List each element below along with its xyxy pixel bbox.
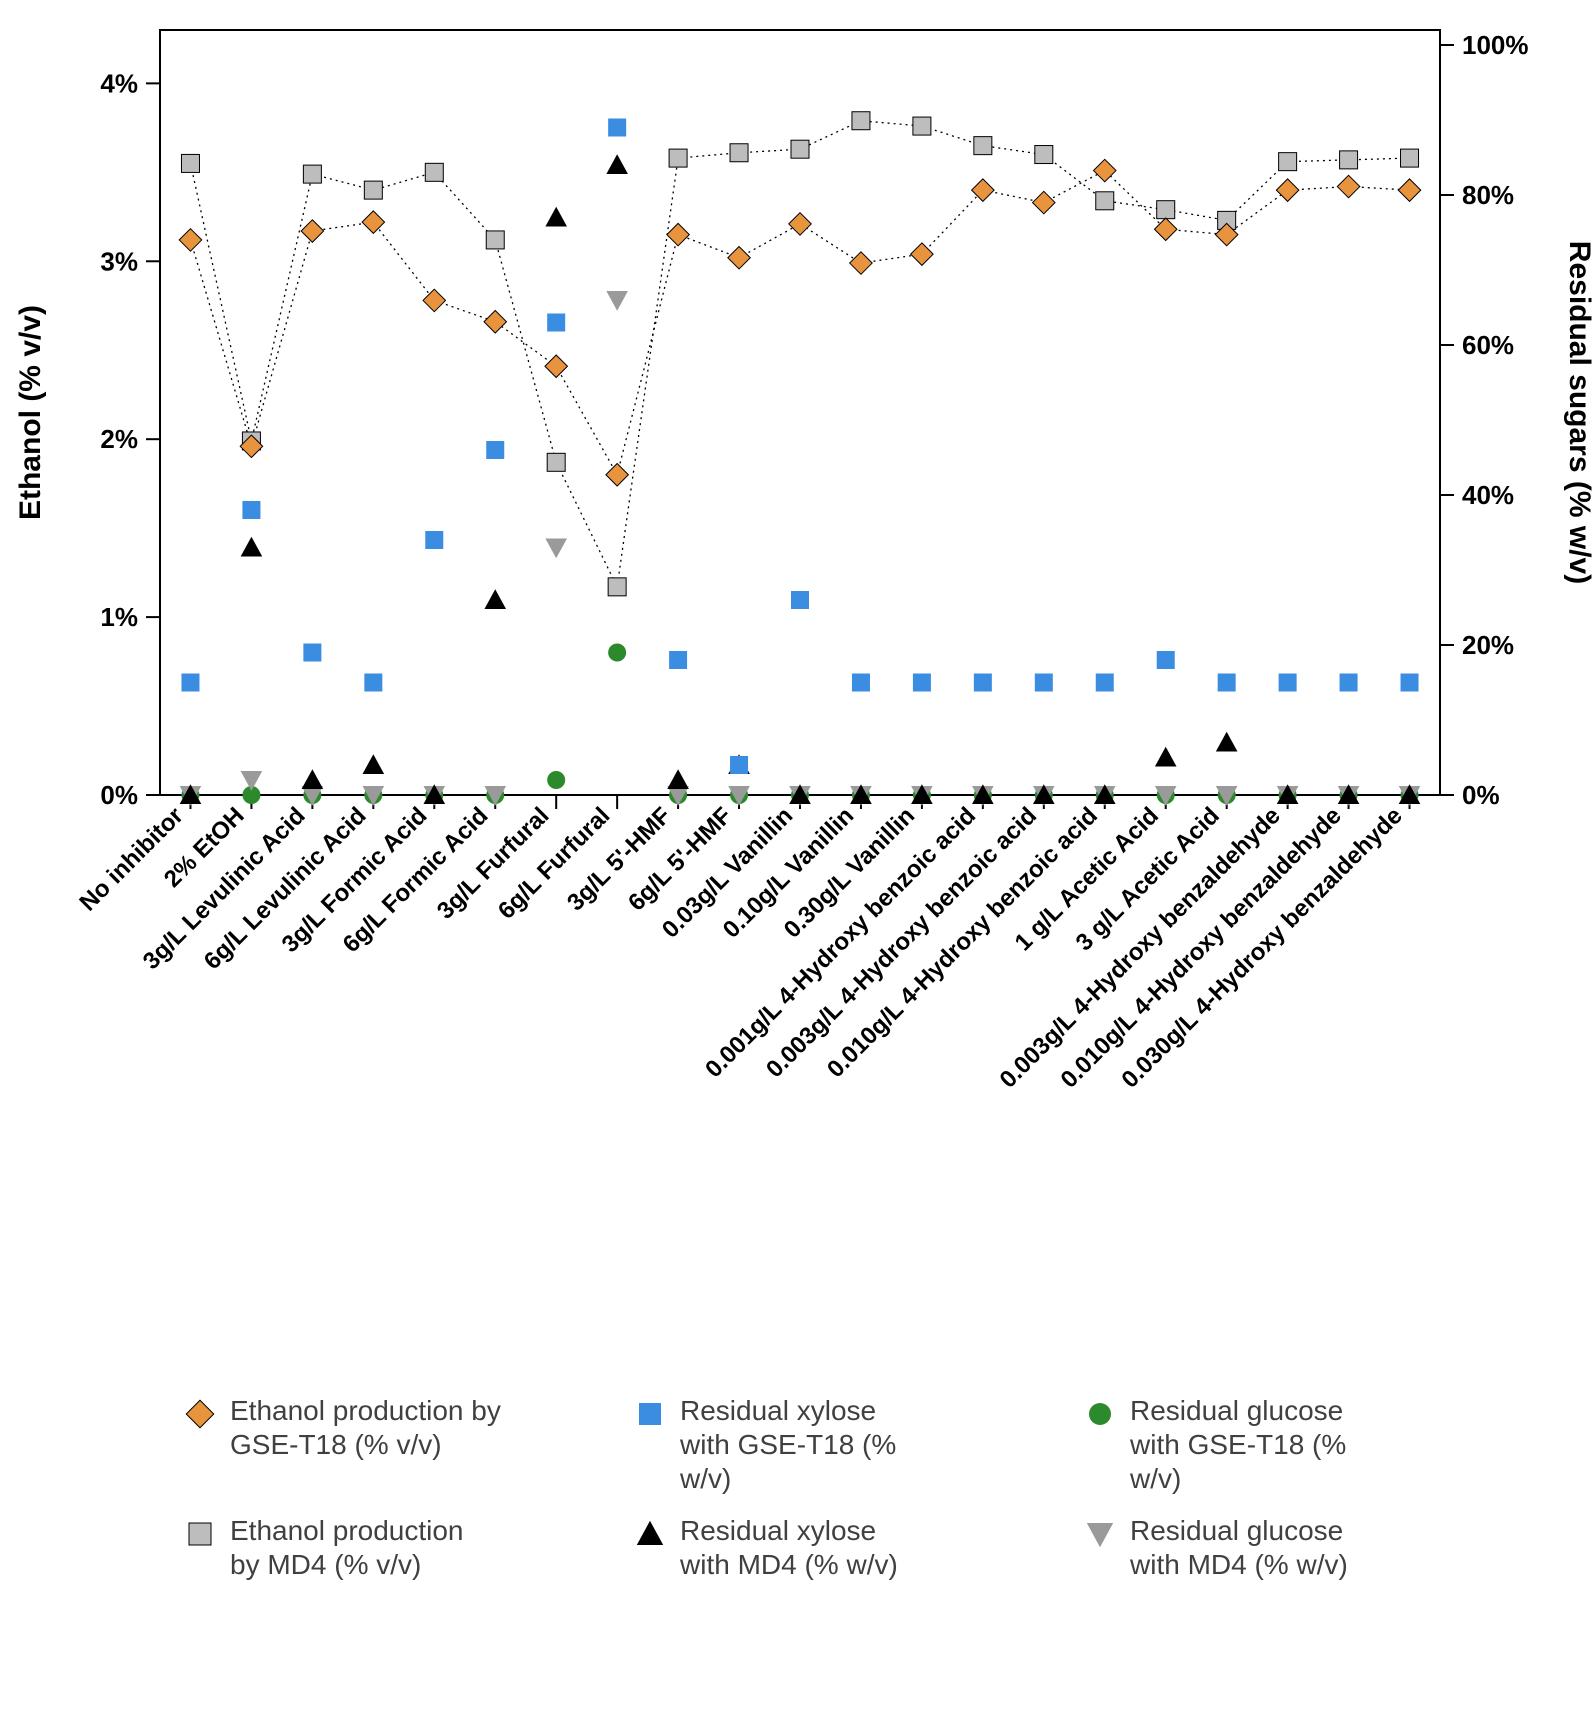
svg-text:by MD4 (% v/v): by MD4 (% v/v) [230, 1549, 421, 1580]
svg-text:Ethanol (% v/v): Ethanol (% v/v) [14, 305, 47, 520]
svg-text:Residual glucose: Residual glucose [1130, 1515, 1343, 1546]
svg-text:40%: 40% [1462, 480, 1514, 510]
svg-text:60%: 60% [1462, 330, 1514, 360]
svg-text:2%: 2% [100, 424, 138, 454]
svg-text:with MD4 (% w/v): with MD4 (% w/v) [679, 1549, 898, 1580]
svg-text:with GSE-T18 (%: with GSE-T18 (% [679, 1429, 896, 1460]
svg-text:Residual sugars (% w/v): Residual sugars (% w/v) [1563, 241, 1594, 584]
svg-text:with GSE-T18 (%: with GSE-T18 (% [1129, 1429, 1346, 1460]
svg-text:1%: 1% [100, 602, 138, 632]
svg-text:0%: 0% [1462, 780, 1500, 810]
svg-text:with MD4 (% w/v): with MD4 (% w/v) [1129, 1549, 1348, 1580]
svg-text:Residual glucose: Residual glucose [1130, 1395, 1343, 1426]
svg-text:Residual xylose: Residual xylose [680, 1395, 876, 1426]
svg-text:100%: 100% [1462, 30, 1529, 60]
svg-text:80%: 80% [1462, 180, 1514, 210]
svg-text:Residual xylose: Residual xylose [680, 1515, 876, 1546]
svg-text:GSE-T18 (% v/v): GSE-T18 (% v/v) [230, 1429, 442, 1460]
svg-text:w/v): w/v) [679, 1463, 731, 1494]
svg-text:0%: 0% [100, 780, 138, 810]
svg-text:20%: 20% [1462, 630, 1514, 660]
ethanol-residual-chart: 0%1%2%3%4%0%20%40%60%80%100%No inhibitor… [0, 0, 1594, 1726]
svg-text:3%: 3% [100, 246, 138, 276]
svg-text:4%: 4% [100, 68, 138, 98]
svg-text:Ethanol production by: Ethanol production by [230, 1395, 501, 1426]
svg-text:w/v): w/v) [1129, 1463, 1181, 1494]
svg-text:Ethanol production: Ethanol production [230, 1515, 464, 1546]
chart-container: 0%1%2%3%4%0%20%40%60%80%100%No inhibitor… [0, 0, 1594, 1726]
